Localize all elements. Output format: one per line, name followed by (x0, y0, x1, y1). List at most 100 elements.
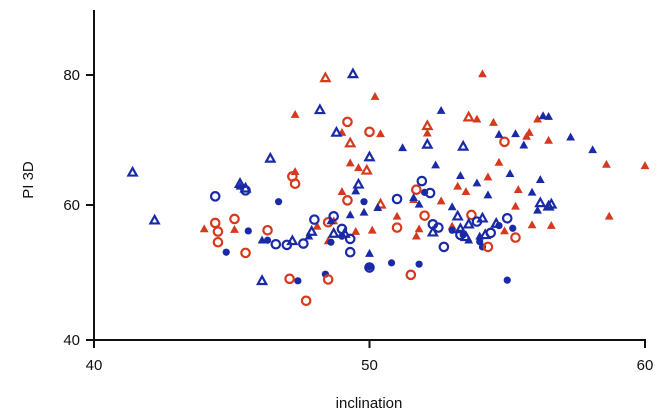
data-point-red-filled-triangle (472, 114, 482, 123)
data-point-red-filled-triangle (544, 135, 553, 144)
data-point-blue-filled-triangle (494, 129, 504, 138)
data-point-blue-hollow-triangle (363, 150, 376, 162)
data-point-red-filled-triangle (312, 221, 322, 230)
axes: 40 50 60 40 60 80 inclination PI 3D (20, 10, 653, 412)
data-point-red-hollow-circle (229, 213, 240, 225)
data-point-blue-hollow-circle (270, 238, 282, 250)
data-point-red-filled-triangle (489, 117, 498, 126)
data-point-red-filled-triangle (337, 187, 347, 196)
data-point-red-hollow-circle (499, 136, 510, 148)
data-point-blue-hollow-triangle (534, 196, 547, 208)
data-point-blue-hollow-circle (391, 193, 403, 205)
x-axis-title: inclination (336, 395, 403, 412)
data-point-red-hollow-circle (466, 209, 477, 221)
data-point-blue-filled-triangle (359, 207, 369, 216)
data-point-blue-hollow-triangle (286, 234, 299, 246)
data-point-red-filled-triangle (370, 91, 380, 100)
data-point-red-hollow-circle (322, 274, 334, 285)
data-point-blue-filled-triangle (326, 216, 336, 225)
data-point-red-filled-triangle (533, 114, 542, 123)
data-point-blue-filled-triangle (409, 193, 418, 201)
data-point-blue-filled-triangle (456, 171, 465, 180)
data-point-blue-filled-triangle (447, 202, 457, 211)
data-point-red-filled-triangle (461, 187, 471, 196)
data-point-blue-hollow-circle (298, 238, 309, 249)
data-point-blue-filled-circle (244, 227, 252, 235)
data-point-blue-hollow-circle (433, 222, 444, 233)
data-point-blue-hollow-triangle (542, 199, 555, 211)
data-point-blue-filled-circle (387, 259, 396, 267)
data-point-red-filled-triangle (478, 69, 487, 78)
data-point-blue-filled-triangle (483, 190, 493, 199)
data-point-blue-hollow-circle (240, 185, 251, 196)
data-points (126, 67, 650, 307)
data-point-blue-hollow-triangle (421, 137, 434, 149)
data-point-red-hollow-circle (212, 226, 224, 237)
data-point-blue-hollow-triangle (451, 209, 464, 221)
data-point-red-filled-triangle (602, 159, 611, 168)
y-axis-title: PI 3D (20, 161, 37, 199)
data-point-blue-hollow-circle (364, 262, 375, 273)
data-point-red-hollow-circle (342, 195, 353, 206)
data-point-blue-filled-circle (503, 276, 511, 284)
data-point-red-filled-triangle (511, 201, 520, 210)
data-point-blue-filled-circle (274, 198, 283, 206)
data-point-red-hollow-circle (289, 178, 301, 190)
data-point-blue-filled-circle (509, 224, 517, 232)
data-point-blue-filled-triangle (431, 160, 441, 169)
data-point-blue-hollow-circle (501, 213, 513, 224)
data-point-red-filled-triangle (436, 196, 446, 205)
data-point-red-hollow-triangle (360, 163, 373, 175)
data-point-red-hollow-circle (209, 217, 221, 229)
data-point-blue-filled-triangle (257, 235, 267, 244)
data-point-red-hollow-circle (262, 224, 273, 236)
data-point-red-filled-triangle (500, 226, 509, 235)
data-point-blue-hollow-triangle (462, 217, 475, 229)
data-point-red-filled-triangle (411, 231, 421, 240)
data-point-red-filled-triangle (604, 211, 614, 220)
y-tick-label: 80 (63, 67, 80, 84)
data-point-blue-filled-triangle (351, 186, 361, 195)
data-point-blue-filled-triangle (304, 231, 314, 240)
data-point-blue-hollow-circle (416, 175, 428, 187)
data-point-blue-filled-triangle (511, 129, 520, 138)
data-point-red-filled-triangle (522, 131, 531, 140)
data-point-red-filled-triangle (527, 220, 537, 229)
data-point-blue-hollow-circle (455, 229, 466, 241)
data-point-blue-filled-triangle (527, 187, 537, 196)
data-point-blue-filled-triangle (464, 235, 474, 244)
data-point-blue-hollow-triangle (126, 165, 139, 177)
data-point-red-filled-triangle (367, 225, 377, 234)
data-point-blue-filled-triangle (475, 231, 485, 240)
data-point-blue-filled-triangle (365, 248, 374, 257)
data-point-blue-hollow-triangle (305, 224, 318, 236)
data-point-blue-hollow-triangle (313, 103, 326, 115)
data-point-red-filled-triangle (640, 161, 650, 170)
data-point-red-hollow-circle (411, 184, 422, 196)
data-point-red-filled-triangle (376, 129, 385, 138)
data-point-blue-hollow-triangle (264, 151, 277, 163)
data-point-blue-hollow-triangle (490, 216, 503, 228)
data-point-blue-filled-triangle (505, 169, 515, 178)
data-point-red-hollow-circle (300, 295, 312, 307)
data-point-red-hollow-circle (482, 241, 494, 253)
data-point-red-filled-triangle (351, 226, 361, 235)
data-point-red-filled-triangle (513, 185, 523, 194)
data-point-red-hollow-triangle (462, 110, 475, 122)
data-point-blue-hollow-circle (438, 241, 450, 253)
data-point-red-hollow-circle (391, 222, 403, 233)
data-point-red-filled-triangle (483, 172, 493, 181)
data-point-red-hollow-circle (510, 232, 521, 243)
data-point-blue-filled-circle (327, 238, 335, 246)
data-point-red-filled-triangle (546, 221, 556, 229)
data-point-red-filled-triangle (345, 158, 355, 167)
data-point-red-hollow-triangle (421, 119, 434, 131)
data-point-blue-filled-circle (360, 198, 368, 206)
data-point-blue-filled-circle (365, 263, 374, 271)
data-point-blue-filled-circle (294, 277, 302, 285)
data-point-red-hollow-triangle (344, 136, 357, 148)
data-point-blue-hollow-triangle (255, 274, 269, 286)
data-point-blue-filled-triangle (533, 205, 542, 214)
data-point-blue-hollow-triangle (545, 197, 558, 209)
data-point-blue-hollow-circle (344, 233, 356, 245)
